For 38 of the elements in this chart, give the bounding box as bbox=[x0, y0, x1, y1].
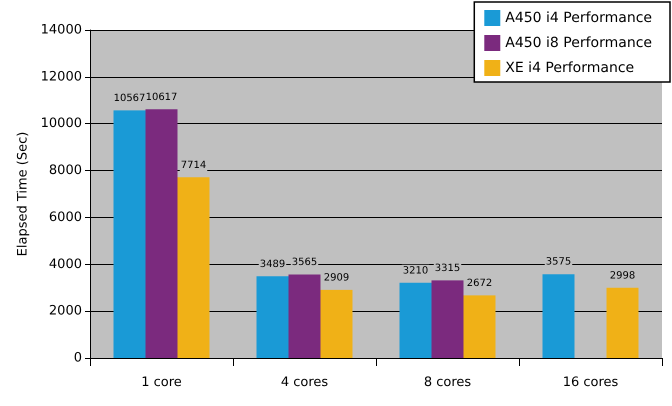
bar bbox=[432, 280, 464, 358]
data-label: 2998 bbox=[610, 270, 636, 282]
legend-label: XE i4 Performance bbox=[505, 60, 634, 76]
y-tick-label: 6000 bbox=[48, 210, 82, 225]
bar bbox=[606, 288, 638, 358]
y-tick-label: 8000 bbox=[48, 163, 82, 178]
bar bbox=[320, 290, 352, 358]
x-tick-label: 8 cores bbox=[424, 375, 472, 390]
y-tick-label: 4000 bbox=[48, 256, 82, 272]
y-tick-label: 2000 bbox=[48, 304, 82, 319]
data-label: 10617 bbox=[146, 92, 178, 103]
y-tick-label: 0 bbox=[74, 350, 82, 366]
data-label: 3210 bbox=[402, 265, 428, 276]
y-tick-label: 10000 bbox=[40, 116, 82, 132]
legend-label: A450 i8 Performance bbox=[505, 35, 652, 51]
y-axis-title: Elapsed Time (Sec) bbox=[16, 132, 31, 256]
data-label: 3575 bbox=[546, 256, 572, 268]
bar bbox=[256, 276, 288, 358]
data-label: 7714 bbox=[180, 160, 206, 171]
bar bbox=[542, 274, 574, 358]
y-tick-label: 12000 bbox=[40, 69, 82, 84]
legend-label: A450 i4 Performance bbox=[505, 10, 652, 26]
bar bbox=[288, 274, 320, 358]
y-tick-label: 14000 bbox=[40, 22, 82, 38]
data-label: 2909 bbox=[324, 272, 350, 284]
data-label: 10567 bbox=[114, 92, 146, 104]
data-label: 3315 bbox=[434, 262, 460, 274]
bar bbox=[400, 282, 432, 358]
x-tick-label: 16 cores bbox=[562, 375, 619, 390]
x-tick-label: 4 cores bbox=[280, 375, 328, 390]
bar bbox=[114, 110, 146, 358]
bar bbox=[464, 295, 496, 358]
data-label: 2672 bbox=[466, 278, 492, 289]
bar bbox=[178, 177, 210, 358]
x-tick-label: 1 core bbox=[141, 375, 182, 390]
data-label: 3489 bbox=[260, 258, 286, 270]
bar bbox=[146, 109, 178, 358]
data-label: 3565 bbox=[292, 256, 318, 268]
